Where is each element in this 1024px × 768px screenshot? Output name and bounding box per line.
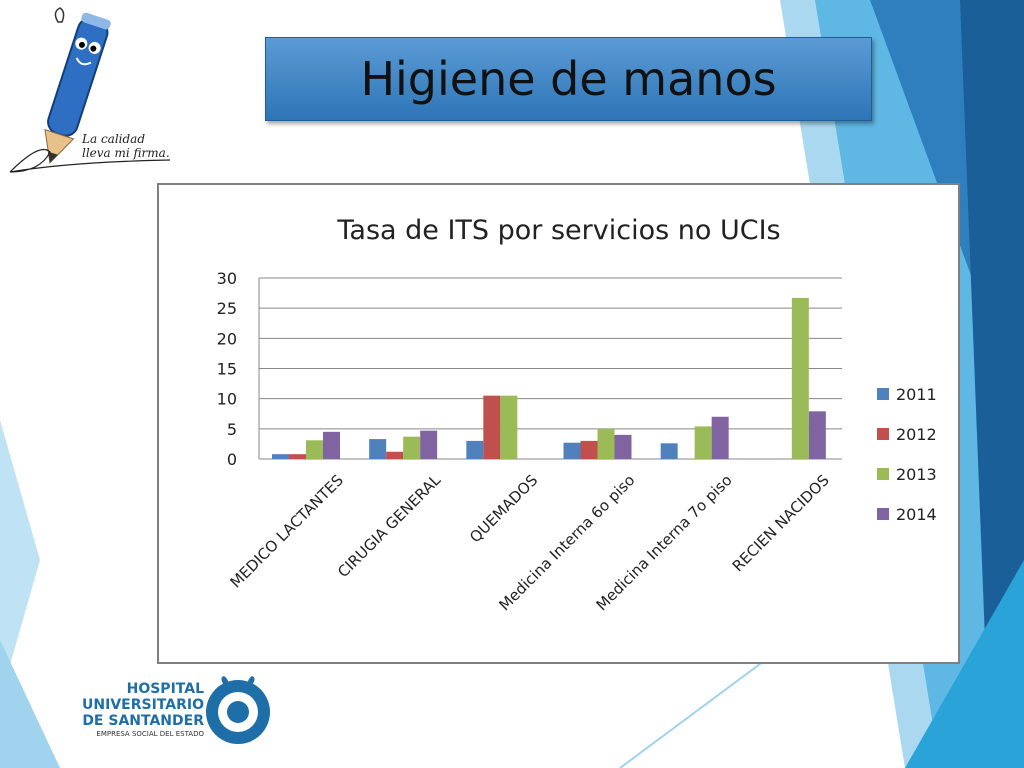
bar-2011-4 — [660, 443, 678, 459]
legend-swatch-2012 — [877, 428, 889, 440]
bar-chart: Tasa de ITS por servicios no UCIs 0 5 10 15… — [217, 215, 937, 614]
y-tick-label: 5 — [227, 420, 237, 439]
hospital-name: HOSPITAL UNIVERSITARIO DE SANTANDER EMPR… — [70, 681, 204, 739]
bar-2012-0 — [289, 454, 306, 459]
legend-label-2011: 2011 — [896, 385, 937, 404]
bar-2012-1 — [386, 451, 404, 459]
bar-2013-4 — [694, 426, 712, 459]
bar-2014-5 — [808, 411, 826, 459]
hospital-subtitle: EMPRESA SOCIAL DEL ESTADO — [96, 730, 204, 738]
tagline-line-1: La calidad — [82, 132, 146, 146]
hospital-line-1: HOSPITAL — [126, 681, 204, 697]
tagline: La calidad lleva mi firma. — [82, 132, 170, 160]
chart-frame: Tasa de ITS por servicios no UCIs 0 5 10 15… — [157, 183, 960, 664]
bar-2012-2 — [483, 395, 501, 459]
y-tick-label: 25 — [217, 299, 237, 318]
x-tick-label: MEDICO LACTANTES — [227, 471, 347, 591]
slide-title: Higiene de manos — [360, 52, 777, 106]
bar-2014-0 — [323, 431, 340, 459]
y-tick-label: 15 — [217, 360, 237, 379]
tagline-line-2: lleva mi firma. — [82, 146, 170, 160]
legend-label-2013: 2013 — [896, 465, 937, 484]
y-tick-label: 20 — [217, 329, 237, 348]
bar-2014-4 — [711, 416, 729, 459]
chart-title: Tasa de ITS por servicios no UCIs — [336, 215, 780, 246]
pencil-mascot-logo — [9, 7, 171, 173]
bar-2013-0 — [306, 440, 323, 459]
bar-2013-1 — [403, 436, 421, 459]
hospital-line-3: DE SANTANDER — [82, 713, 204, 729]
bar-2013-3 — [597, 428, 615, 459]
hospital-line-2: UNIVERSITARIO — [82, 697, 204, 713]
y-tick-label: 30 — [217, 269, 237, 288]
legend-label-2014: 2014 — [896, 505, 937, 524]
bar-2012-3 — [580, 440, 598, 459]
bar-2011-1 — [369, 439, 387, 459]
y-tick-label: 0 — [227, 450, 237, 469]
legend-swatch-2014 — [877, 508, 889, 520]
bar-2011-3 — [563, 442, 581, 459]
x-tick-label: CIRUGIA GENERAL — [334, 471, 444, 581]
bar-2013-5 — [791, 297, 809, 459]
title-banner: Higiene de manos — [265, 37, 872, 121]
bar-2014-1 — [420, 430, 438, 459]
legend-swatch-2013 — [877, 468, 889, 480]
x-tick-label: RECIEN NACIDOS — [729, 471, 833, 575]
y-tick-label: 10 — [217, 390, 237, 409]
bar-2011-2 — [466, 440, 484, 459]
legend-label-2012: 2012 — [896, 425, 937, 444]
hospital-logo-icon — [206, 676, 270, 744]
bar-2014-3 — [614, 434, 632, 459]
bar-2011-0 — [272, 454, 289, 459]
bar-2013-2 — [500, 395, 518, 459]
legend-swatch-2011 — [877, 388, 889, 400]
x-tick-label: QUEMADOS — [466, 471, 541, 546]
